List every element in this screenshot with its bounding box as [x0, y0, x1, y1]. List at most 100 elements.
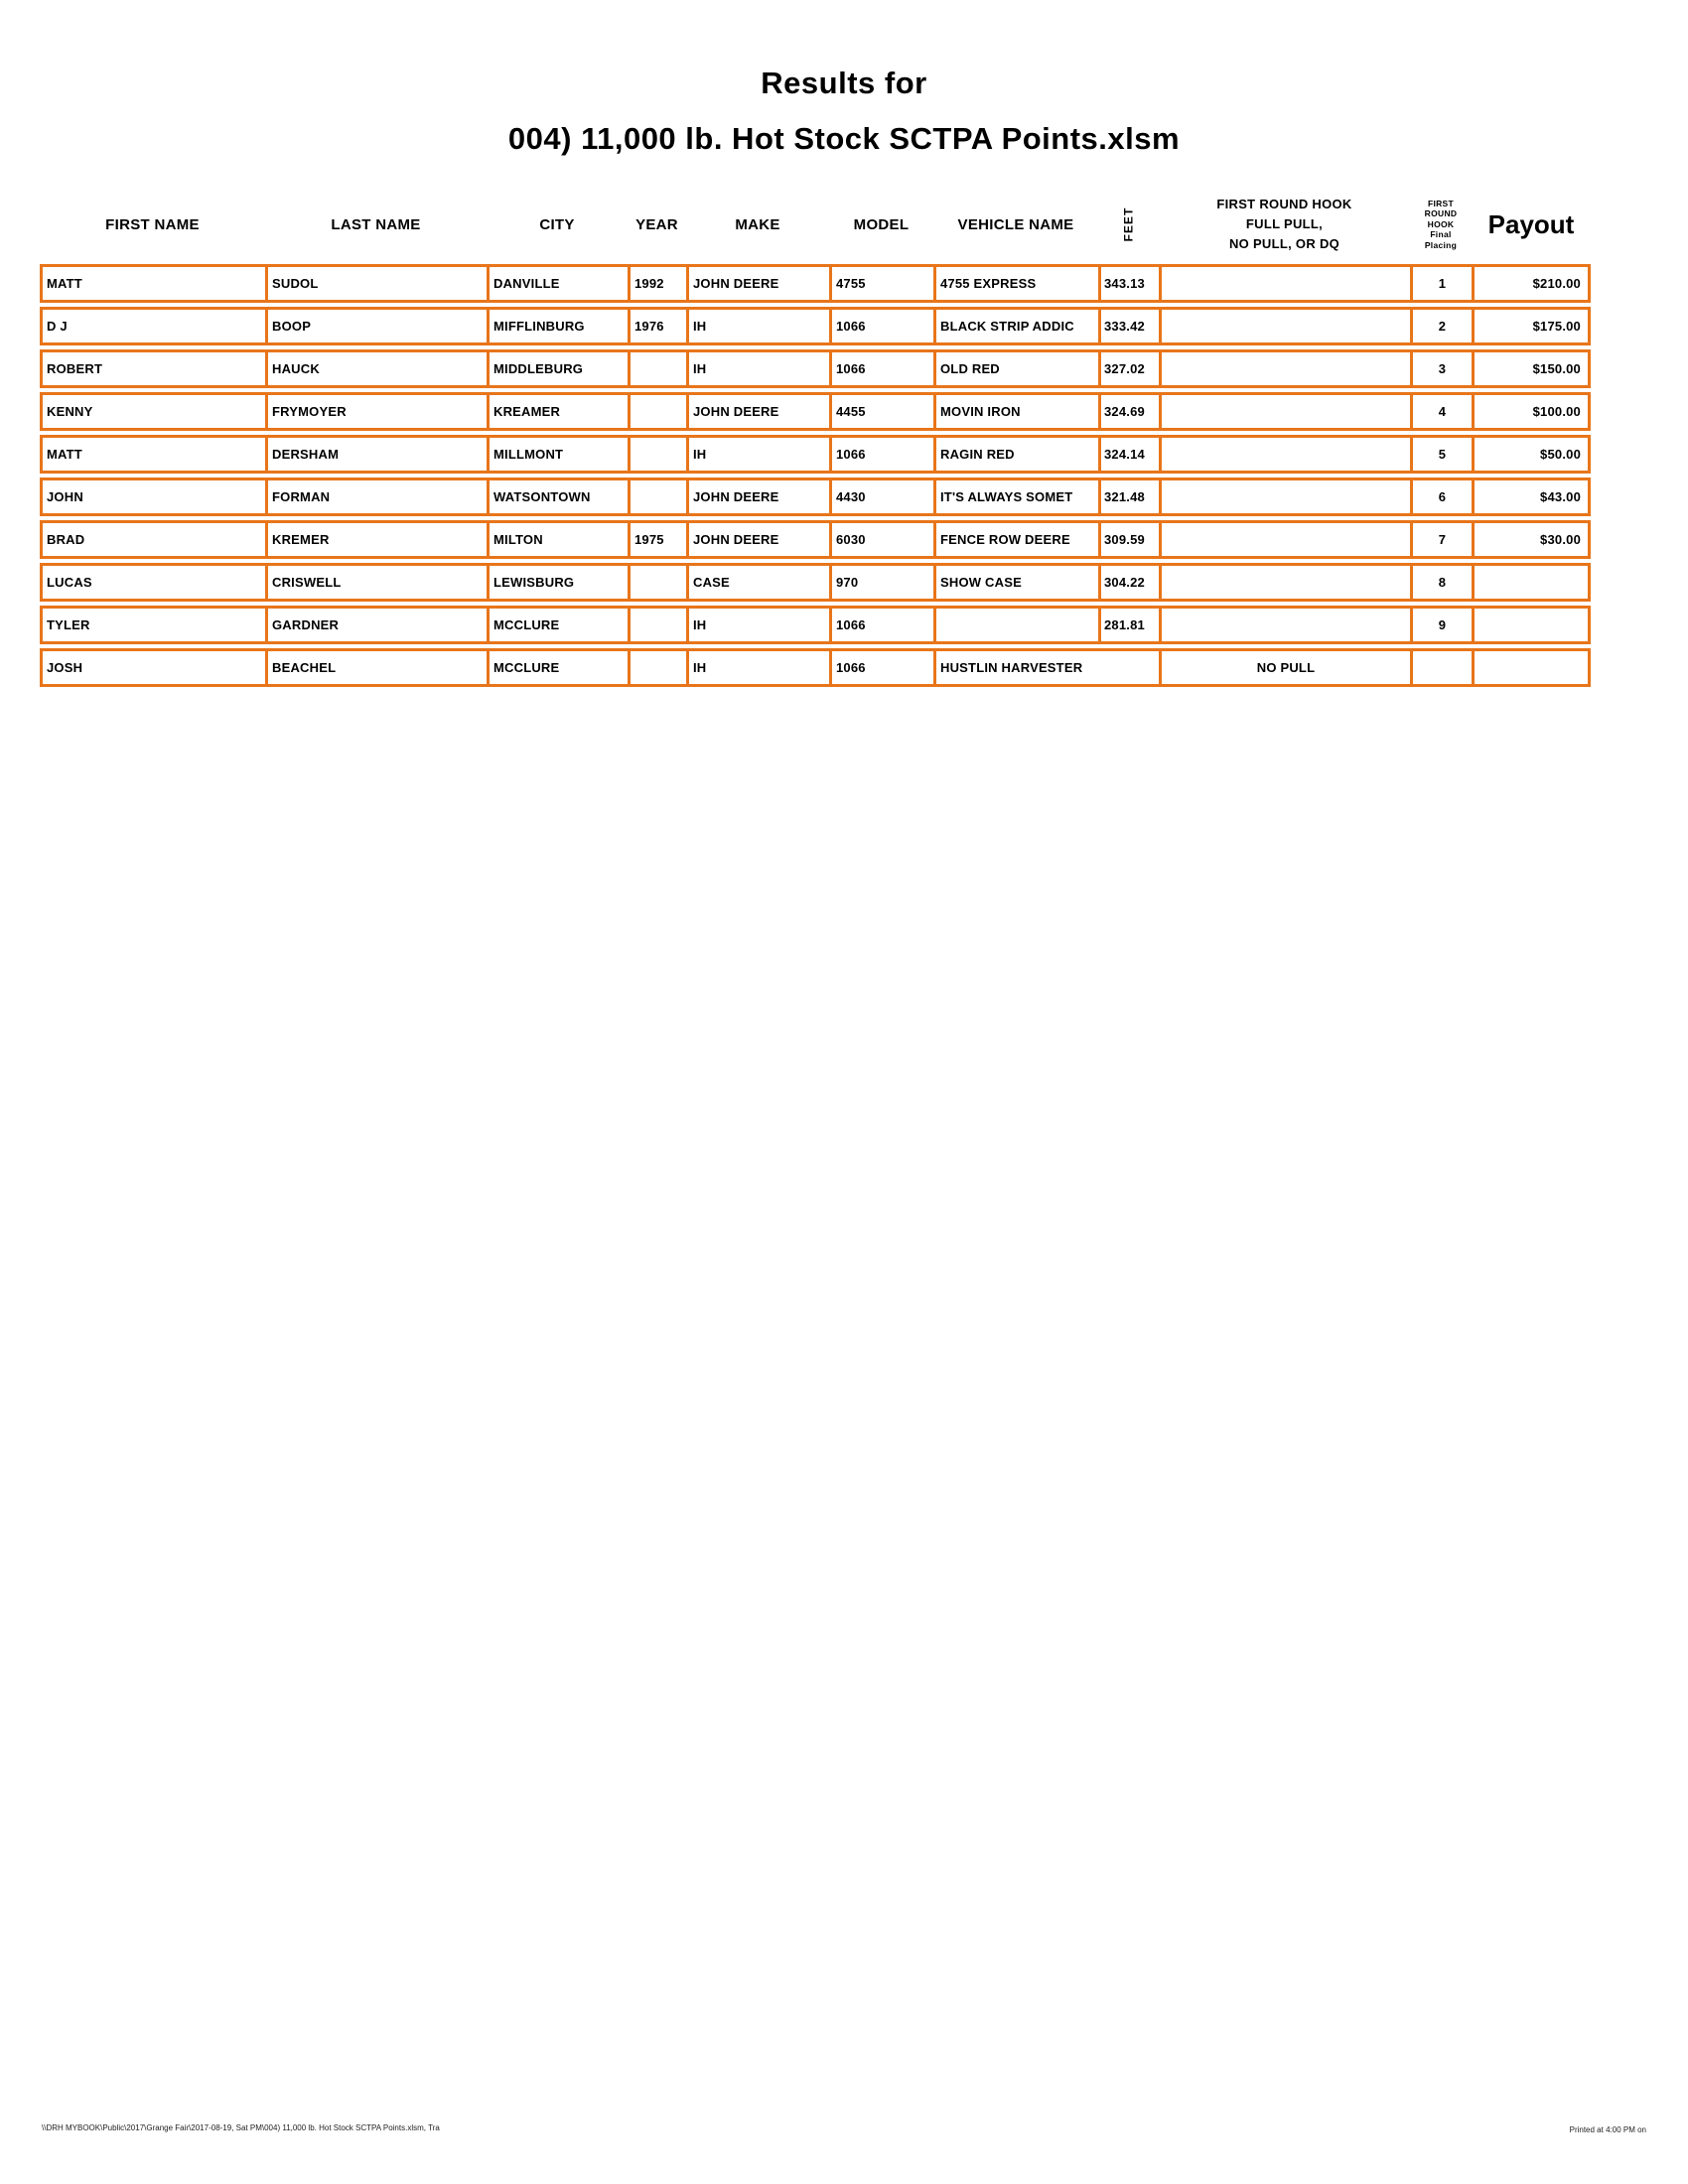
cell-placing: 9	[1413, 609, 1475, 641]
cell-first-name: KENNY	[43, 395, 268, 428]
cell-hook-result	[1162, 395, 1413, 428]
cell-vehicle-name: FENCE ROW DEERE	[936, 523, 1101, 556]
cell-model: 4430	[832, 480, 936, 513]
cell-first-name: ROBERT	[43, 352, 268, 385]
cell-feet: 333.42	[1101, 310, 1162, 342]
cell-hook-result	[1162, 523, 1413, 556]
table-row: KENNY FRYMOYER KREAMER JOHN DEERE 4455 M…	[40, 392, 1591, 431]
cell-placing: 1	[1413, 267, 1475, 300]
cell-payout: $30.00	[1540, 532, 1581, 547]
cell-year: 1992	[631, 267, 689, 300]
header-year: YEAR	[635, 215, 678, 233]
cell-payout: $175.00	[1532, 319, 1581, 334]
cell-last-name: FRYMOYER	[268, 395, 490, 428]
cell-make: IH	[689, 310, 832, 342]
cell-payout: $43.00	[1540, 489, 1581, 504]
cell-first-name: JOHN	[43, 480, 268, 513]
table-row: JOHN FORMAN WATSONTOWN JOHN DEERE 4430 I…	[40, 478, 1591, 516]
footer-file-path: \\DRH MYBOOK\Public\2017\Grange Fair\201…	[42, 2123, 440, 2132]
cell-city: MCCLURE	[490, 609, 631, 641]
header-city: CITY	[539, 215, 575, 233]
cell-make: IH	[689, 352, 832, 385]
cell-year	[631, 609, 689, 641]
cell-make: IH	[689, 609, 832, 641]
header-last-name: LAST NAME	[331, 215, 421, 233]
cell-payout: $100.00	[1532, 404, 1581, 419]
cell-make: JOHN DEERE	[689, 523, 832, 556]
cell-last-name: BOOP	[268, 310, 490, 342]
header-feet: FEET	[1098, 207, 1159, 242]
cell-hook-result	[1162, 352, 1413, 385]
table-row: ROBERT HAUCK MIDDLEBURG IH 1066 OLD RED …	[40, 349, 1591, 388]
cell-vehicle-name: BLACK STRIP ADDIC	[936, 310, 1101, 342]
cell-feet: 324.69	[1101, 395, 1162, 428]
cell-placing: 3	[1413, 352, 1475, 385]
cell-vehicle-name: OLD RED	[936, 352, 1101, 385]
cell-model: 970	[832, 566, 936, 599]
cell-feet: 321.48	[1101, 480, 1162, 513]
cell-year: 1975	[631, 523, 689, 556]
placing-header-line5: Placing	[1424, 239, 1458, 250]
header-vehicle-name: VEHICLE NAME	[957, 215, 1074, 233]
cell-feet: 281.81	[1101, 609, 1162, 641]
cell-model: 1066	[832, 609, 936, 641]
table-row: TYLER GARDNER MCCLURE IH 1066 281.81 9	[40, 606, 1591, 644]
cell-placing: 5	[1413, 438, 1475, 471]
header-first-round-hook: FIRST ROUND HOOK FULL PULL, NO PULL, OR …	[1159, 195, 1410, 254]
cell-make: JOHN DEERE	[689, 480, 832, 513]
cell-city: KREAMER	[490, 395, 631, 428]
cell-vehicle-name: IT'S ALWAYS SOMET	[936, 480, 1101, 513]
cell-feet: 309.59	[1101, 523, 1162, 556]
cell-make: JOHN DEERE	[689, 267, 832, 300]
cell-feet: 327.02	[1101, 352, 1162, 385]
cell-payout	[1475, 609, 1588, 641]
header-make: MAKE	[735, 215, 780, 233]
cell-payout	[1475, 651, 1588, 684]
cell-year	[631, 480, 689, 513]
page-title-line1: Results for	[761, 66, 927, 100]
cell-vehicle-name: RAGIN RED	[936, 438, 1101, 471]
cell-model: 1066	[832, 651, 936, 684]
cell-model: 1066	[832, 352, 936, 385]
cell-year	[631, 352, 689, 385]
cell-last-name: HAUCK	[268, 352, 490, 385]
cell-placing	[1413, 651, 1475, 684]
cell-first-name: MATT	[43, 267, 268, 300]
table-row: JOSH BEACHEL MCCLURE IH 1066 HUSTLIN HAR…	[40, 648, 1591, 687]
cell-model: 1066	[832, 310, 936, 342]
cell-city: MIFFLINBURG	[490, 310, 631, 342]
cell-last-name: GARDNER	[268, 609, 490, 641]
cell-payout: $50.00	[1540, 447, 1581, 462]
cell-placing: 4	[1413, 395, 1475, 428]
cell-feet: 304.22	[1101, 566, 1162, 599]
cell-payout: $150.00	[1532, 361, 1581, 376]
cell-hook-result	[1162, 267, 1413, 300]
cell-make: JOHN DEERE	[689, 395, 832, 428]
cell-vehicle-name: SHOW CASE	[936, 566, 1101, 599]
cell-first-name: TYLER	[43, 609, 268, 641]
results-table: FIRST NAME LAST NAME CITY YEAR MAKE MODE…	[40, 185, 1591, 687]
cell-placing: 6	[1413, 480, 1475, 513]
cell-city: WATSONTOWN	[490, 480, 631, 513]
cell-first-name: BRAD	[43, 523, 268, 556]
table-row: D J BOOP MIFFLINBURG 1976 IH 1066 BLACK …	[40, 307, 1591, 345]
cell-payout: $210.00	[1532, 276, 1581, 291]
cell-city: MCCLURE	[490, 651, 631, 684]
cell-first-name: JOSH	[43, 651, 268, 684]
table-row: MATT DERSHAM MILLMONT IH 1066 RAGIN RED …	[40, 435, 1591, 474]
header-final-placing: FIRST ROUND HOOK Final Placing	[1410, 199, 1472, 251]
cell-first-name: LUCAS	[43, 566, 268, 599]
cell-model: 6030	[832, 523, 936, 556]
cell-first-name: MATT	[43, 438, 268, 471]
cell-make: IH	[689, 651, 832, 684]
table-header-row: FIRST NAME LAST NAME CITY YEAR MAKE MODE…	[40, 185, 1591, 264]
table-row: MATT SUDOL DANVILLE 1992 JOHN DEERE 4755…	[40, 264, 1591, 303]
cell-placing: 8	[1413, 566, 1475, 599]
header-model: MODEL	[853, 215, 910, 233]
feet-rotated-label: FEET	[1121, 206, 1136, 242]
hook-header-line3: NO PULL, OR DQ	[1228, 236, 1340, 251]
header-first-name: FIRST NAME	[105, 215, 200, 233]
cell-feet: 343.13	[1101, 267, 1162, 300]
footer-printed-at: Printed at 4:00 PM on	[1569, 2125, 1646, 2134]
cell-year	[631, 438, 689, 471]
